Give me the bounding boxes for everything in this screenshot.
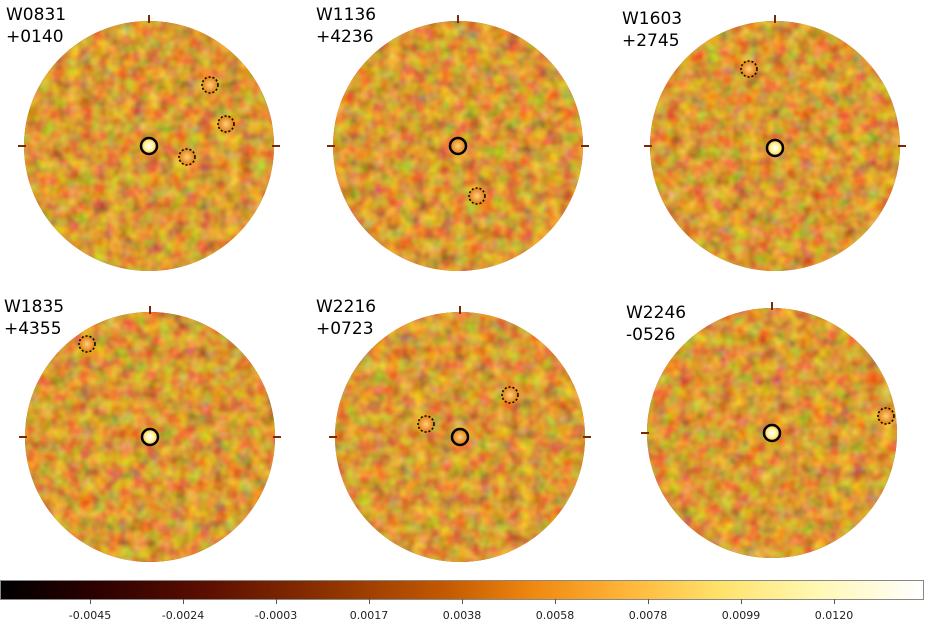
- companion-source-marker: [178, 148, 196, 166]
- panel-dec: -0526: [626, 325, 676, 345]
- companion-source-marker: [501, 386, 519, 404]
- colorbar-tick-mark: [276, 599, 277, 604]
- colorbar-tick-mark: [90, 599, 91, 604]
- colorbar-tick-mark: [555, 599, 556, 604]
- panel-dec: +4236: [316, 27, 374, 47]
- map-panel-w1136: [327, 15, 589, 271]
- panel-label-4: W1835 +4355: [4, 296, 64, 340]
- colorbar-tick-mark: [462, 599, 463, 604]
- map-panel-w2246: [641, 302, 897, 558]
- panel-name: W0831: [6, 5, 67, 25]
- colorbar-tick-mark: [741, 599, 742, 604]
- target-source-marker: [448, 136, 468, 156]
- colorbar-tick-label: 0.0017: [349, 609, 389, 622]
- target-source-marker: [140, 427, 160, 447]
- colorbar-tick-label: -0.0003: [254, 609, 298, 622]
- panel-label-2: W1136 +4236: [316, 4, 376, 48]
- colorbar-tick-label: 0.0038: [442, 609, 482, 622]
- panel-label-5: W2216 +0723: [316, 296, 376, 340]
- target-source-marker: [139, 136, 159, 156]
- colorbar: [0, 580, 924, 600]
- map-panel-w1603: [644, 15, 906, 271]
- colorbar-tick-label: 0.0099: [721, 609, 761, 622]
- colorbar-tick-label: -0.0045: [68, 609, 112, 622]
- target-source-marker: [450, 427, 470, 447]
- companion-source-marker: [877, 407, 895, 425]
- companion-source-marker: [201, 76, 219, 94]
- panel-name: W1136: [316, 5, 377, 25]
- panel-dec: +2745: [622, 31, 680, 51]
- panel-dec: +0723: [316, 319, 374, 339]
- map-panel-w2216: [329, 306, 591, 562]
- panel-name: W1603: [622, 9, 683, 29]
- colorbar-tick-label: 0.0078: [628, 609, 668, 622]
- map-panel-w0831: [18, 15, 280, 271]
- panel-label-6: W2246 -0526: [626, 302, 686, 346]
- colorbar-tick-label: 0.0120: [814, 609, 854, 622]
- target-source-marker: [762, 423, 782, 443]
- panel-dec: +4355: [4, 319, 62, 339]
- companion-source-marker: [468, 187, 486, 205]
- map-panel-w1835: [19, 306, 281, 562]
- companion-source-marker: [78, 335, 96, 353]
- colorbar-tick-label: 0.0058: [535, 609, 575, 622]
- panel-label-1: W0831 +0140: [6, 4, 66, 48]
- colorbar-tick-mark: [834, 599, 835, 604]
- panel-name: W2246: [626, 303, 687, 323]
- panel-label-3: W1603 +2745: [622, 8, 682, 52]
- colorbar-tick-mark: [183, 599, 184, 604]
- colorbar-tick-mark: [648, 599, 649, 604]
- companion-source-marker: [417, 415, 435, 433]
- companion-source-marker: [217, 115, 235, 133]
- companion-source-marker: [740, 60, 758, 78]
- target-source-marker: [765, 138, 785, 158]
- panel-dec: +0140: [6, 27, 64, 47]
- panel-name: W2216: [316, 297, 377, 317]
- panel-name: W1835: [4, 297, 65, 317]
- colorbar-tick-label: -0.0024: [161, 609, 205, 622]
- colorbar-tick-mark: [369, 599, 370, 604]
